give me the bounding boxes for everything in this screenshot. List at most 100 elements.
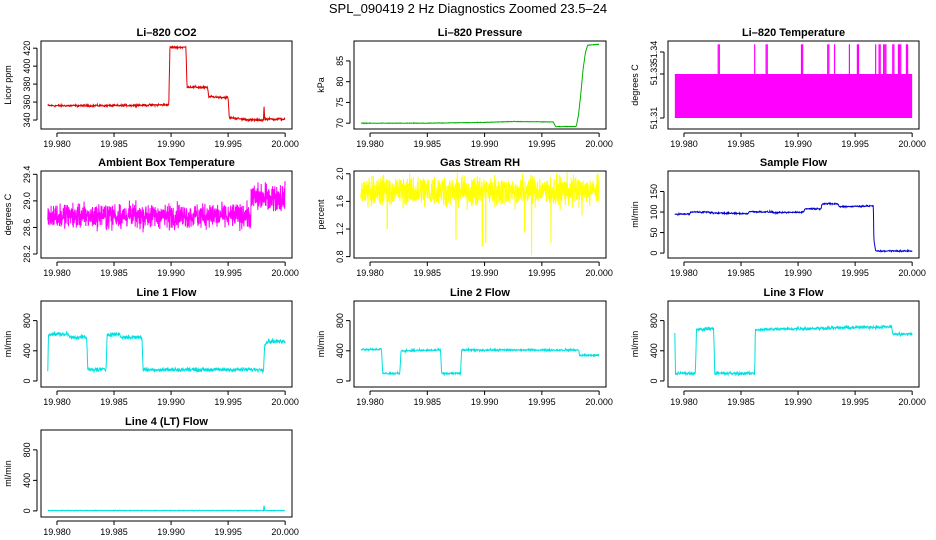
x-tick-label: 20.000 [271,139,299,149]
y-tick-label: 100 [649,205,659,220]
series-line [47,330,286,375]
chart-panel-2: Li–820 Pressure kPa 19.980 19.985 19.990 19.9… [316,27,613,149]
y-tick-label: 51.33 [649,63,659,86]
data-series [47,181,286,233]
chart-title: Ambient Box Temperature [98,157,235,169]
plot-frame [667,170,920,259]
chart-panel-4: Ambient Box Temperature degrees C 19.980 19… [3,157,299,278]
x-tick-label: 19.985 [100,527,128,537]
x-tick-label: 19.995 [214,139,242,149]
y-tick-label: 150 [649,184,659,199]
y-tick-label: 2.0 [335,168,345,181]
series-band [674,74,913,118]
x-tick-label: 19.980 [356,397,384,407]
x-tick-label: 19.990 [471,268,499,278]
y-tick-label: 50 [649,228,659,238]
x-tick-label: 19.995 [841,268,869,278]
y-tick-label: 800 [22,313,32,328]
x-tick-label: 19.990 [157,139,185,149]
y-axis-label: ml/min [630,201,640,228]
x-tick-label: 19.985 [100,139,128,149]
chart-title: Li–820 Temperature [742,27,845,39]
y-tick-label: 800 [22,442,32,457]
series-line [47,181,286,233]
x-tick-label: 19.995 [528,397,556,407]
y-tick-label: 400 [22,343,32,358]
x-tick-label: 20.000 [271,397,299,407]
chart-panel-3: Li–820 Temperature degrees C 19.980 19.985 1… [630,27,926,149]
series-line [360,43,600,128]
y-tick-label: 400 [22,473,32,488]
y-axis-label: percent [316,199,326,230]
data-series [360,172,600,256]
chart-title: Gas Stream RH [440,157,520,169]
x-tick-label: 19.980 [356,139,384,149]
chart-panel-1: Li–820 CO2 Licor ppm 19.980 19.985 19.990 19.… [3,27,299,149]
y-tick-label: 51.31 [649,107,659,130]
series-line [674,324,913,377]
y-tick-label: 0 [22,378,32,383]
series-line [360,172,600,256]
y-tick-label: 29.4 [22,166,32,184]
x-tick-label: 19.995 [214,268,242,278]
x-tick-label: 19.995 [841,397,869,407]
chart-title: Li–820 Pressure [438,27,522,39]
chart-title: Line 3 Flow [764,287,824,299]
plot-frame [40,429,293,518]
x-tick-label: 19.990 [471,397,499,407]
chart-panel-10: Line 4 (LT) Flow ml/min 19.980 19.985 19.990… [3,416,299,537]
chart-panel-5: Gas Stream RH percent 19.980 19.985 19.990 19… [316,157,613,278]
chart-panel-8: Line 2 Flow ml/min 19.980 19.985 19.990 19.99… [316,287,613,407]
plot-frame [353,300,607,388]
y-tick-label: 70 [335,118,345,128]
data-series [360,43,600,128]
y-tick-label: 800 [335,313,345,328]
x-tick-label: 19.980 [43,397,71,407]
y-tick-label: 85 [335,56,345,66]
y-tick-label: 75 [335,97,345,107]
plot-frame [40,300,293,388]
x-tick-label: 19.980 [43,527,71,537]
x-tick-label: 19.985 [414,268,442,278]
x-tick-label: 19.995 [528,268,556,278]
y-tick-label: 0.8 [335,250,345,263]
data-series [47,505,286,512]
y-tick-label: 0 [22,508,32,513]
x-tick-label: 19.990 [784,139,812,149]
y-axis-label: kPa [316,77,326,93]
y-tick-label: 28.6 [22,219,32,237]
series-line [360,346,600,377]
x-tick-label: 19.985 [414,139,442,149]
x-tick-label: 19.995 [214,527,242,537]
x-tick-label: 19.985 [414,397,442,407]
chart-title: Line 4 (LT) Flow [125,416,208,428]
x-tick-label: 19.980 [670,268,698,278]
y-tick-label: 0 [335,378,345,383]
data-series [360,346,600,377]
y-tick-label: 51.34 [649,41,659,64]
y-axis-label: ml/min [316,331,326,358]
y-tick-label: 360 [22,95,32,110]
data-series [674,324,913,377]
x-tick-label: 20.000 [271,268,299,278]
plot-frame [40,40,293,130]
y-tick-label: 400 [335,343,345,358]
x-tick-label: 19.985 [727,397,755,407]
plot-frame [667,300,920,388]
data-series [674,44,913,118]
x-tick-label: 19.985 [100,268,128,278]
x-tick-label: 19.980 [670,397,698,407]
plot-frame [353,40,607,130]
x-tick-label: 19.995 [214,397,242,407]
x-tick-label: 19.990 [784,268,812,278]
x-tick-label: 20.000 [898,397,926,407]
x-tick-label: 19.990 [157,268,185,278]
y-axis-label: ml/min [3,460,13,487]
y-tick-label: 380 [22,77,32,92]
y-tick-label: 340 [22,113,32,128]
series-line [674,202,913,253]
x-tick-label: 19.990 [157,397,185,407]
series-line [47,505,286,512]
chart-title: Line 1 Flow [137,287,197,299]
